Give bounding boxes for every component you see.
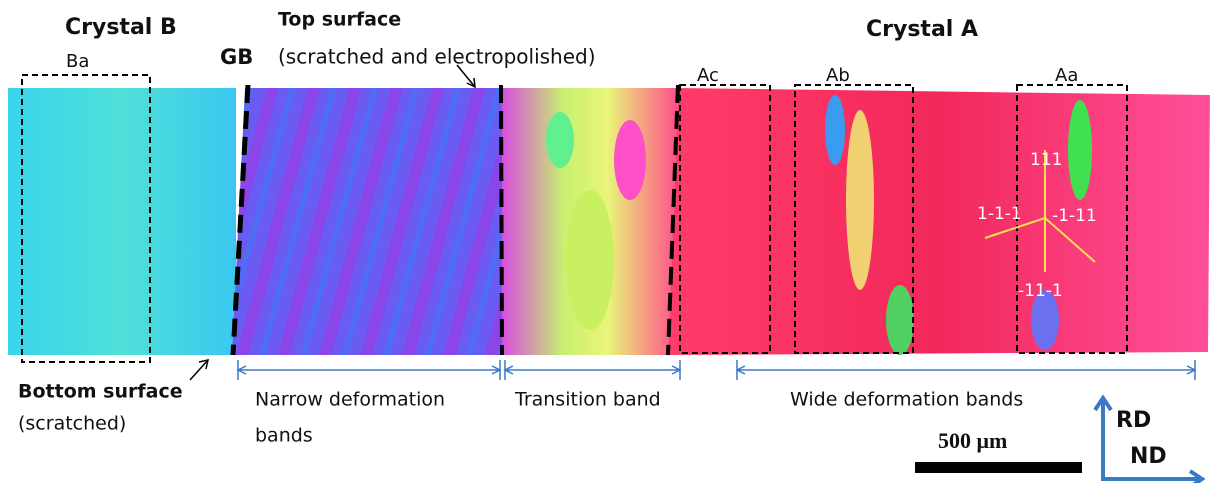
crystal-a-region	[668, 88, 1210, 355]
crystal-b-region	[8, 88, 236, 355]
label: ND	[1130, 444, 1167, 469]
label: Aa	[1055, 65, 1078, 86]
label: 1-1-1	[977, 204, 1022, 224]
label: Ab	[826, 65, 850, 86]
label: Narrow deformation	[255, 389, 445, 411]
range-arrows	[238, 360, 1195, 380]
label: Top surface	[278, 9, 401, 31]
label: 111	[1030, 150, 1062, 170]
label: (scratched and electropolished)	[278, 45, 596, 69]
label: RD	[1116, 408, 1151, 433]
label: -11-1	[1018, 281, 1063, 301]
label: Ac	[697, 65, 719, 86]
label: Crystal A	[866, 17, 978, 42]
label: Crystal B	[65, 15, 177, 40]
label: Ba	[66, 51, 89, 72]
narrow-bands-region	[232, 88, 502, 355]
figure: Crystal B Ba GB Top surface (scratched a…	[0, 0, 1216, 483]
label: Transition band	[514, 389, 661, 411]
label: Bottom surface	[18, 381, 183, 403]
label: -1-11	[1052, 206, 1097, 226]
label: 500 μm	[938, 428, 1007, 453]
label: bands	[255, 425, 313, 447]
ebsd-map	[8, 88, 1210, 355]
label: GB	[220, 45, 253, 69]
label: Wide deformation bands	[790, 389, 1023, 411]
scale-bar	[915, 462, 1082, 473]
label: (scratched)	[18, 413, 126, 435]
